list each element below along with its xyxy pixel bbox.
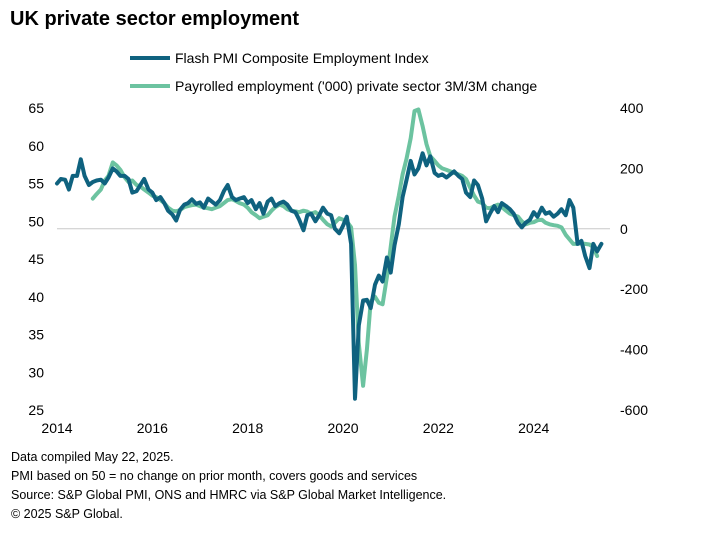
right-axis-tick-label: 400	[620, 100, 644, 116]
right-axis-tick-label: -600	[620, 402, 648, 418]
left-axis-tick-label: 55	[28, 176, 44, 192]
left-axis-tick-label: 60	[28, 138, 44, 154]
right-axis-tick-label: -200	[620, 281, 648, 297]
right-y-axis: 400 200 0 -200 -400 -600	[620, 100, 648, 418]
legend-label-pmi: Flash PMI Composite Employment Index	[175, 50, 429, 66]
x-axis: 2014 2016 2018 2020 2022 2024	[41, 420, 549, 436]
right-axis-tick-label: -400	[620, 342, 648, 358]
note-source: Source: S&P Global PMI, ONS and HMRC via…	[11, 488, 447, 502]
x-axis-tick-label: 2020	[327, 420, 358, 436]
left-y-axis: 65 60 55 50 45 40 35 30 25	[28, 100, 44, 418]
right-axis-tick-label: 0	[620, 221, 628, 237]
x-axis-tick-label: 2018	[232, 420, 263, 436]
left-axis-tick-label: 40	[28, 289, 44, 305]
left-axis-tick-label: 30	[28, 364, 44, 380]
left-axis-tick-label: 45	[28, 251, 44, 267]
plot-area	[55, 107, 610, 401]
x-axis-tick-label: 2016	[137, 420, 168, 436]
x-axis-tick-label: 2024	[518, 420, 549, 436]
x-axis-tick-label: 2014	[41, 420, 72, 436]
left-axis-tick-label: 35	[28, 327, 44, 343]
legend-label-payroll: Payrolled employment ('000) private sect…	[175, 78, 537, 94]
x-axis-tick-label: 2022	[423, 420, 454, 436]
chart-title: UK private sector employment	[10, 8, 299, 30]
note-copyright: © 2025 S&P Global.	[11, 507, 123, 521]
left-axis-tick-label: 50	[28, 213, 44, 229]
right-axis-tick-label: 200	[620, 160, 644, 176]
payrolled-employment-line	[90, 107, 600, 388]
left-axis-tick-label: 25	[28, 402, 44, 418]
chart-notes: Data compiled May 22, 2025. PMI based on…	[11, 448, 446, 524]
note-data-compiled: Data compiled May 22, 2025.	[11, 450, 174, 464]
left-axis-tick-label: 65	[28, 100, 44, 116]
chart-legend: Flash PMI Composite Employment Index Payr…	[130, 50, 537, 94]
note-pmi-definition: PMI based on 50 = no change on prior mon…	[11, 469, 418, 483]
pmi-employment-line	[55, 151, 604, 401]
